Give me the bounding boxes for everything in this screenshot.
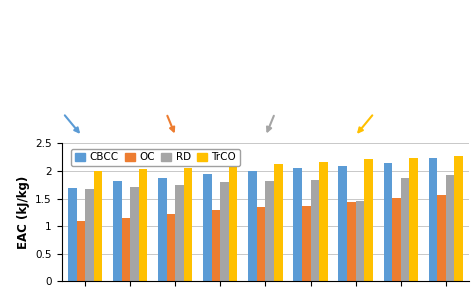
- Bar: [85, 189, 94, 281]
- Bar: [338, 166, 347, 281]
- Bar: [302, 206, 310, 281]
- Bar: [68, 188, 76, 281]
- Bar: [175, 185, 184, 281]
- Bar: [130, 187, 139, 281]
- Bar: [139, 169, 147, 281]
- Bar: [428, 158, 437, 281]
- Bar: [265, 181, 274, 281]
- Bar: [203, 174, 212, 281]
- Bar: [257, 208, 265, 281]
- Bar: [184, 168, 192, 281]
- Bar: [167, 214, 175, 281]
- Bar: [446, 175, 455, 281]
- Bar: [94, 171, 102, 281]
- Bar: [347, 202, 356, 281]
- Bar: [409, 158, 418, 281]
- Bar: [113, 181, 122, 281]
- Bar: [122, 218, 130, 281]
- Bar: [364, 159, 373, 281]
- Bar: [383, 163, 392, 281]
- Bar: [356, 201, 364, 281]
- Bar: [437, 195, 446, 281]
- Bar: [319, 162, 328, 281]
- Bar: [248, 171, 257, 281]
- Bar: [158, 178, 167, 281]
- Legend: CBCC, OC, RD, TrCO: CBCC, OC, RD, TrCO: [71, 149, 240, 166]
- Bar: [220, 182, 229, 281]
- Bar: [229, 167, 237, 281]
- Bar: [274, 164, 283, 281]
- Bar: [212, 210, 220, 281]
- Bar: [76, 221, 85, 281]
- Y-axis label: EAC (kJ/kg): EAC (kJ/kg): [17, 176, 30, 249]
- Bar: [310, 180, 319, 281]
- Bar: [392, 197, 401, 281]
- Bar: [455, 156, 463, 281]
- Bar: [293, 168, 302, 281]
- Bar: [401, 178, 409, 281]
